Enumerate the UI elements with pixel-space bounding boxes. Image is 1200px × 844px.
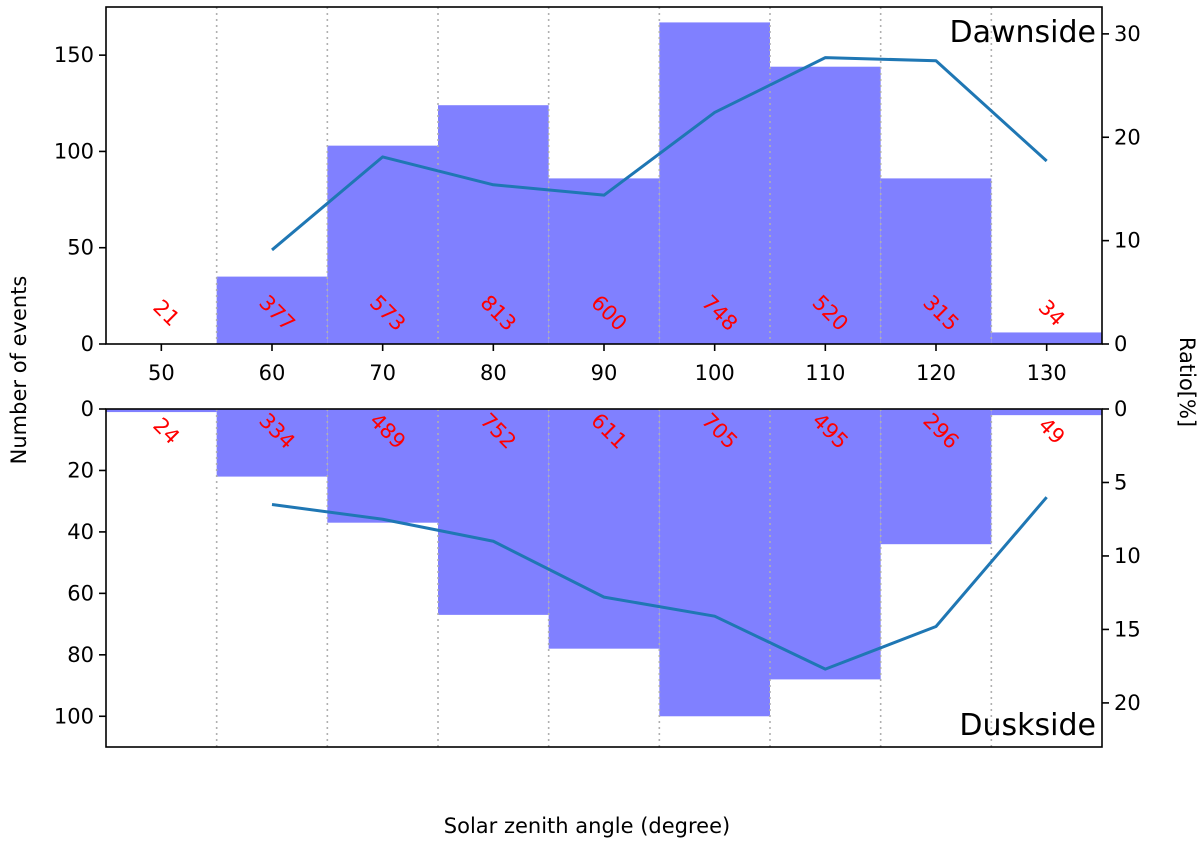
ratio-line — [271, 56, 1048, 252]
y2-tick-label: 15 — [1114, 617, 1141, 641]
y-tick-label: 60 — [67, 581, 94, 605]
x-tick-label: 90 — [591, 361, 618, 385]
count-label: 49 — [1034, 413, 1070, 449]
x-tick-label: 100 — [695, 361, 735, 385]
bar-100 — [659, 409, 770, 717]
x-tick-label: 70 — [369, 361, 396, 385]
bar-130 — [991, 332, 1102, 344]
y2-tick-label: 10 — [1114, 229, 1141, 253]
y-tick-label: 80 — [67, 643, 94, 667]
x-axis-label: Solar zenith angle (degree) — [444, 814, 730, 838]
y-tick-label: 150 — [54, 43, 94, 67]
bar-70 — [327, 409, 438, 523]
bar-60 — [216, 276, 328, 344]
x-tick-label: 110 — [805, 361, 845, 385]
bar-80 — [438, 105, 549, 344]
axes-frame — [105, 408, 1103, 748]
bar-70 — [327, 145, 438, 344]
y2-tick-label: 30 — [1114, 22, 1141, 46]
bar-90 — [548, 409, 660, 649]
y-tick-label: 100 — [54, 139, 94, 163]
y2-tick-label: 20 — [1114, 691, 1141, 715]
bar-50 — [106, 409, 217, 413]
x-tick-label: 120 — [916, 361, 956, 385]
y-tick-label: 0 — [81, 397, 94, 421]
count-label: 34 — [1034, 295, 1070, 331]
y2-tick-label: 10 — [1114, 544, 1141, 568]
y-tick-label: 40 — [67, 520, 94, 544]
y2-tick-label: 20 — [1114, 125, 1141, 149]
bar-110 — [770, 409, 881, 680]
bar-110 — [770, 66, 881, 344]
y2-tick-label: 5 — [1114, 470, 1127, 494]
bar-130 — [991, 409, 1102, 416]
count-label: 24 — [148, 413, 184, 449]
y-tick-label: 100 — [54, 704, 94, 728]
x-tick-label: 130 — [1027, 361, 1067, 385]
y-tick-label: 0 — [81, 332, 94, 356]
bar-120 — [880, 178, 992, 344]
y-axis-label: Number of events — [7, 276, 31, 465]
y-tick-label: 50 — [67, 236, 94, 260]
panel-title: Dawnside — [950, 15, 1097, 50]
bar-120 — [880, 409, 992, 545]
bar-90 — [548, 178, 660, 344]
x-tick-label: 50 — [148, 361, 175, 385]
bar-80 — [438, 409, 549, 615]
y2-axis-label: Ratio[%] — [1175, 337, 1199, 427]
y2-tick-label: 0 — [1114, 397, 1127, 421]
bar-100 — [659, 22, 770, 345]
panel-title: Duskside — [959, 708, 1096, 743]
x-tick-label: 60 — [259, 361, 286, 385]
y2-tick-label: 0 — [1114, 332, 1127, 356]
y-tick-label: 20 — [67, 458, 94, 482]
x-tick-label: 80 — [480, 361, 507, 385]
bar-60 — [216, 409, 328, 477]
ratio-line — [271, 496, 1048, 671]
dawnside-panel: 0 50 100 150 0 10 20 30 50 60 70 80 90 100 110 120 130 21… — [54, 6, 1141, 385]
count-label: 21 — [148, 295, 184, 331]
